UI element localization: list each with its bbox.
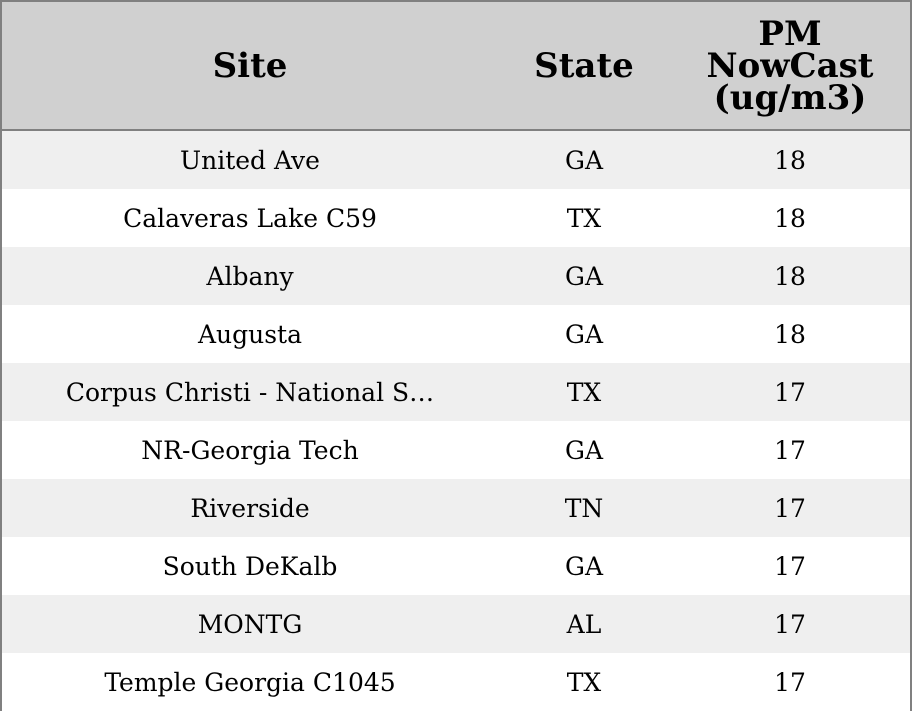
state-cell: GA <box>498 130 670 189</box>
site-cell: NR-Georgia Tech <box>2 421 498 479</box>
state-cell: TX <box>498 653 670 711</box>
site-cell: Augusta <box>2 305 498 363</box>
table-header: Site State PM NowCast (ug/m3) <box>2 2 910 131</box>
pm-cell: 18 <box>670 130 910 189</box>
site-column-header: Site <box>2 2 498 131</box>
state-cell: GA <box>498 421 670 479</box>
table-row: Temple Georgia C1045 TX 17 <box>2 653 910 711</box>
site-cell: Calaveras Lake C59 <box>2 189 498 247</box>
pm-cell: 17 <box>670 421 910 479</box>
site-cell: United Ave <box>2 130 498 189</box>
table-row: Riverside TN 17 <box>2 479 910 537</box>
table-row: Corpus Christi - National S… TX 17 <box>2 363 910 421</box>
pm-cell: 17 <box>670 653 910 711</box>
table-row: Albany GA 18 <box>2 247 910 305</box>
state-column-header: State <box>498 2 670 131</box>
table-row: United Ave GA 18 <box>2 130 910 189</box>
site-cell: MONTG <box>2 595 498 653</box>
table-row: Calaveras Lake C59 TX 18 <box>2 189 910 247</box>
table-row: NR-Georgia Tech GA 17 <box>2 421 910 479</box>
header-row: Site State PM NowCast (ug/m3) <box>2 2 910 131</box>
site-cell: Riverside <box>2 479 498 537</box>
pm-cell: 17 <box>670 363 910 421</box>
pm-cell: 18 <box>670 305 910 363</box>
state-cell: GA <box>498 247 670 305</box>
table-row: MONTG AL 17 <box>2 595 910 653</box>
site-cell: Temple Georgia C1045 <box>2 653 498 711</box>
state-cell: TX <box>498 363 670 421</box>
pm-cell: 18 <box>670 247 910 305</box>
table-row: South DeKalb GA 17 <box>2 537 910 595</box>
pm-cell: 17 <box>670 595 910 653</box>
state-cell: GA <box>498 537 670 595</box>
state-cell: TX <box>498 189 670 247</box>
pm-cell: 18 <box>670 189 910 247</box>
pm-header-line: (ug/m3) <box>713 77 867 118</box>
state-cell: GA <box>498 305 670 363</box>
table-body: United Ave GA 18 Calaveras Lake C59 TX 18 Alba… <box>2 130 910 711</box>
table-row: Augusta GA 18 <box>2 305 910 363</box>
pm-header-line: NowCast <box>706 45 874 86</box>
site-cell: South DeKalb <box>2 537 498 595</box>
site-cell: Corpus Christi - National S… <box>2 363 498 421</box>
site-cell: Albany <box>2 247 498 305</box>
pm-cell: 17 <box>670 537 910 595</box>
pm-header-line: PM <box>758 13 822 54</box>
state-cell: TN <box>498 479 670 537</box>
pm-cell: 17 <box>670 479 910 537</box>
pm-column-header: PM NowCast (ug/m3) <box>670 2 910 131</box>
state-cell: AL <box>498 595 670 653</box>
